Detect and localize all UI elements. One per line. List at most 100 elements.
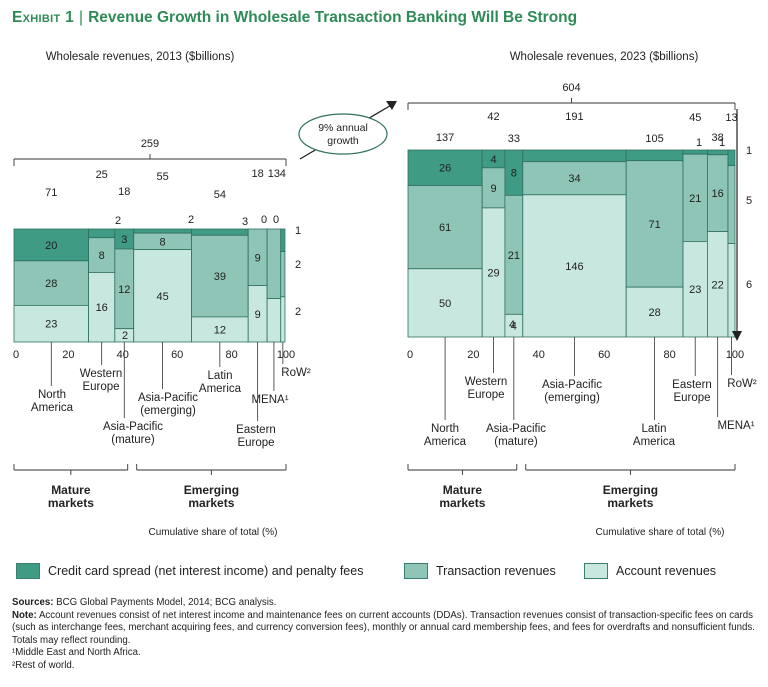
value-credit-2: 8 [511,168,517,180]
group-label-1-1-line: Emerging [603,483,658,497]
region-total-6: 13 [268,168,280,180]
region-total-2: 18 [118,186,130,198]
region-label-1-0-line: North [431,423,459,435]
x-tick-1-4: 80 [663,349,675,361]
value-credit-6: 0 [273,214,279,226]
region-label-1-7-line: RoW² [727,378,757,390]
region-label-1-7: RoW² [727,378,757,390]
value-account-7: 6 [746,279,752,291]
value-transaction-7: 5 [746,195,752,207]
value-account-3: 146 [565,261,583,273]
legend-swatch-credit [16,563,40,579]
bar-transaction-0 [407,185,483,270]
region-label-1-1-line: Western [465,376,508,388]
group-label-0-1-line: markets [188,496,234,510]
region-total-0: 137 [436,132,454,144]
value-account-5: 23 [689,284,701,296]
region-label-0-0-line: America [31,402,74,414]
growth-arrow-head [386,101,397,110]
region-label-0-4-line: Latin [208,370,233,382]
region-label-0-7-line: RoW² [281,367,311,379]
region-label-1-3-line: Asia-Pacific [542,379,602,391]
bar-transaction-5 [682,153,708,242]
bar-transaction-4 [191,234,249,318]
bar-transaction-7 [727,165,736,244]
region-label-0-2: Asia-Pacific(mature) [103,421,163,446]
bar-credit-1 [88,228,116,239]
group-label-1-0-line: markets [439,496,485,510]
legend-label-account: Account revenues [616,564,717,578]
region-label-0-5-line: Europe [237,437,274,449]
region-total-4: 105 [645,133,663,145]
bar-account-5 [682,241,708,338]
legend-item-account: Account revenues [584,563,716,579]
region-total-1: 25 [96,169,108,181]
region-label-1-1-line: Europe [467,389,504,401]
region-label-1-5-line: Eastern [672,379,712,391]
region-label-1-0-line: America [424,436,467,448]
value-transaction-5: 21 [689,193,701,205]
value-transaction-4: 39 [214,271,226,283]
value-transaction-3: 8 [160,236,166,248]
growth-label-line1: 9% annual [318,122,368,134]
legend-label-credit: Credit card spread (net interest income)… [48,564,364,578]
value-credit-5: 0 [261,214,267,226]
value-credit-1: 4 [490,154,496,166]
value-account-2: 2 [122,330,128,342]
bar-account-1 [88,272,116,343]
bar-credit-5 [682,149,708,155]
legend-item-transaction: Transaction revenues [404,563,556,579]
bar-credit-3 [522,149,627,163]
x-tick-1-1: 20 [467,349,479,361]
region-label-1-4-line: America [633,436,676,448]
exhibit-number: Exhibit 1 [12,9,75,26]
chart-0 [13,228,286,343]
region-label-0-2-line: Asia-Pacific [103,421,163,433]
bar-account-3 [522,194,627,338]
exhibit-heading: Revenue Growth in Wholesale Transaction … [88,9,578,26]
value-transaction-6: 16 [712,188,724,200]
region-label-0-6-line: MENA¹ [251,394,288,406]
bar-account-7 [280,296,286,343]
bar-credit-7 [280,228,286,253]
value-account-0: 23 [45,319,57,331]
value-credit-2: 3 [121,234,127,246]
legend-item-credit: Credit card spread (net interest income)… [16,563,363,579]
region-label-0-3: Asia-Pacific(emerging) [138,392,198,417]
growth-ellipse [298,113,388,155]
group-label-0-1-line: Emerging [184,483,239,497]
x-tick-1-5: 100 [726,349,744,361]
value-account-1: 16 [96,302,108,314]
value-account-0: 50 [439,298,451,310]
group-label-0-0-line: Mature [51,483,91,497]
x-tick-0-4: 80 [225,349,237,361]
region-label-1-6-line: MENA¹ [717,420,754,432]
value-credit-0: 26 [439,163,451,175]
region-label-0-1-line: Western [80,368,123,380]
region-total-7: 13 [725,112,737,124]
bar-transaction-7 [280,251,286,298]
region-label-0-4-line: America [199,383,242,395]
note-line: Note: Account revenues consist of net in… [12,610,757,648]
chart-0-total: 259 [141,138,159,150]
value-credit-5: 1 [696,137,702,149]
region-label-0-2-line: (mature) [111,434,155,446]
value-transaction-3: 34 [568,173,580,185]
footnotes: Sources: BCG Global Payments Model, 2014… [12,597,757,673]
value-transaction-4: 71 [648,219,660,231]
region-label-1-2: Asia-Pacific(mature) [486,423,546,448]
x-tick-0-1: 20 [62,349,74,361]
region-total-5: 45 [689,112,701,124]
region-label-1-5-line: Europe [673,392,710,404]
note-text: Account revenues consist of net interest… [12,609,755,646]
region-label-0-3-line: Asia-Pacific [138,392,198,404]
value-account-4: 28 [648,307,660,319]
region-label-1-3: Asia-Pacific(emerging) [542,379,602,404]
region-total-6: 38 [712,132,724,144]
